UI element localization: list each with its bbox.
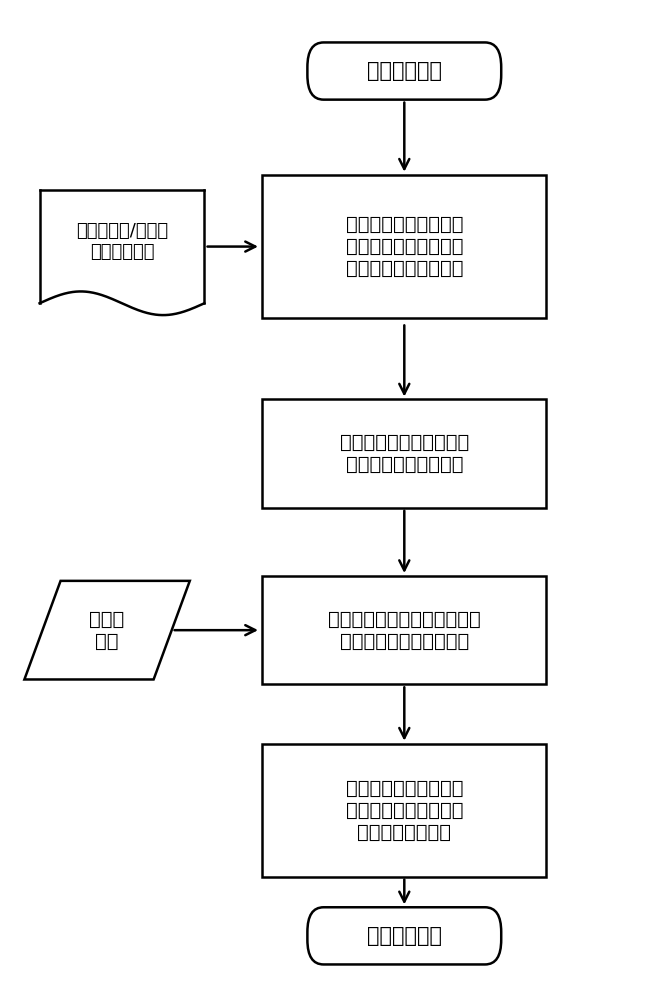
Text: 波束控制结束: 波束控制结束: [367, 926, 442, 946]
Text: 波形存
储表: 波形存 储表: [90, 610, 125, 651]
Text: 利用方向图综合方法或
自适应波束形成方法计
算各通道单元的复权値: 利用方向图综合方法或 自适应波束形成方法计 算各通道单元的复权値: [346, 215, 463, 278]
Text: 方向图综合/自适应
波束形成方法: 方向图综合/自适应 波束形成方法: [76, 222, 168, 261]
Bar: [262, 744, 546, 877]
Text: 控制中心根据幅度和相位信息
产生周期性幅度调制信号: 控制中心根据幅度和相位信息 产生周期性幅度调制信号: [328, 610, 480, 651]
FancyBboxPatch shape: [308, 907, 501, 964]
Text: 将复数权値转换为各单元
通道的幅度和相位信息: 将复数权値转换为各单元 通道的幅度和相位信息: [340, 433, 469, 474]
Bar: [262, 399, 546, 508]
Bar: [262, 576, 546, 684]
Bar: [262, 175, 546, 318]
Bar: [40, 190, 205, 303]
FancyBboxPatch shape: [308, 42, 501, 100]
Text: 波束控制开始: 波束控制开始: [367, 61, 442, 81]
Text: 控制中心利用周期性的
幅度调制信号对可变增
益放大器进行调制: 控制中心利用周期性的 幅度调制信号对可变增 益放大器进行调制: [346, 779, 463, 842]
Polygon shape: [24, 581, 190, 679]
